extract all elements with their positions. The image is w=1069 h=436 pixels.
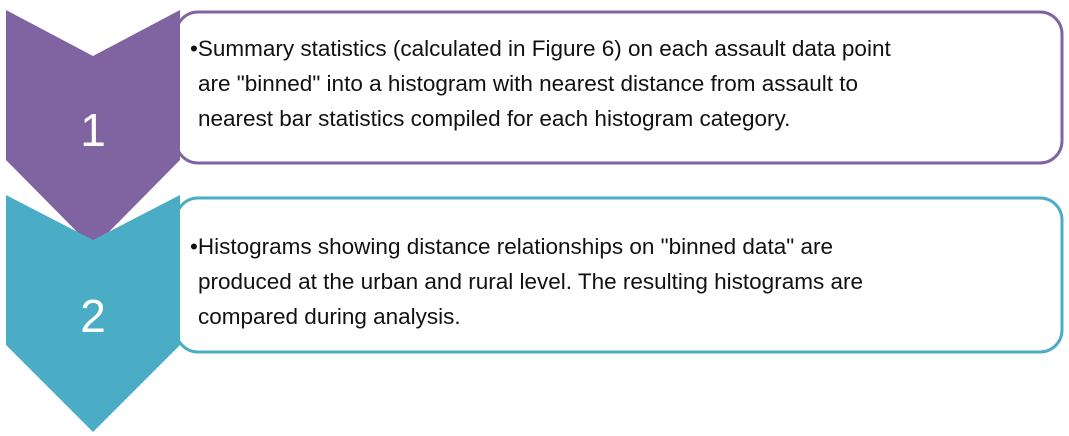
step-text: compared during analysis. <box>198 304 461 329</box>
step-text: are "binned" into a histogram with neare… <box>198 71 858 96</box>
step-number: 2 <box>80 290 106 342</box>
step-text: nearest bar statistics compiled for each… <box>198 106 790 131</box>
step-chevron <box>6 10 180 248</box>
step-number: 1 <box>80 104 106 156</box>
step-text: •Summary statistics (calculated in Figur… <box>190 36 891 61</box>
step-text: produced at the urban and rural level. T… <box>198 269 863 294</box>
step-text: •Histograms showing distance relationshi… <box>190 234 833 259</box>
step-chevron <box>6 195 180 432</box>
